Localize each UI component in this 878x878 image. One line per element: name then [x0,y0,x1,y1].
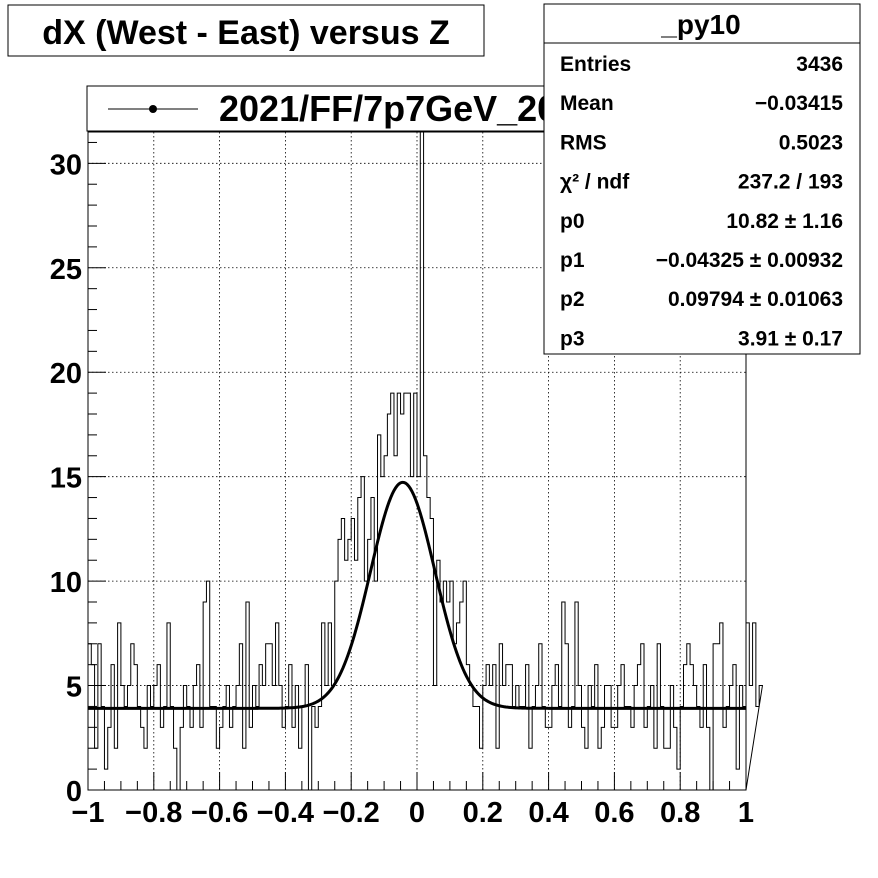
fit-curve [88,480,746,710]
legend-frame [86,85,614,132]
x-tick-label: −0.6 [191,797,248,829]
y-tick-label: 15 [50,463,82,495]
legend-marker [149,105,157,113]
stats-row-value: 3436 [796,53,843,76]
y-tick-label: 20 [50,358,82,390]
histogram-outline [87,131,764,791]
legend-box: 2021/FF/7p7GeV_2021 [86,85,614,132]
x-tick-label: 1 [738,797,754,829]
x-tick-label: 0.8 [660,797,700,829]
stats-frame [543,3,861,355]
stats-row-value: 0.09794 ± 0.01063 [668,288,843,311]
stats-row-label: p0 [560,210,585,233]
title-box: dX (West - East) versus Z [7,4,485,57]
stats-rows: Entries 3436 Mean −0.03415 RMS 0.5023 χ² / ndf… [560,53,843,350]
x-tick-label: −1 [71,797,104,829]
y-tick-label: 5 [66,672,82,704]
chart-title: dX (West - East) versus Z [42,14,450,52]
x-tick-label: 0.4 [528,797,568,829]
stats-row-value: 3.91 ± 0.17 [738,327,843,350]
y-axis-tick-labels: 0 5 10 15 20 25 30 [50,149,82,808]
x-tick-label: 0 [409,797,425,829]
y-axis-ticks [88,141,106,791]
stats-row-value: 237.2 / 193 [738,171,843,194]
x-tick-label: −0.8 [125,797,182,829]
stats-row-value: 0.5023 [779,131,843,154]
stats-row-label: Mean [560,92,614,115]
y-tick-label: 0 [66,776,82,808]
stats-row-label: RMS [560,131,607,154]
x-tick-label: 0.2 [463,797,503,829]
y-tick-label: 25 [50,254,82,286]
x-tick-label: −0.2 [323,797,380,829]
x-tick-label: −0.4 [257,797,314,829]
y-tick-label: 30 [50,149,82,181]
stats-row-label: p3 [560,327,585,350]
stats-row-label: p1 [560,249,585,272]
x-axis-ticks [87,772,747,790]
stats-row-value: −0.04325 ± 0.00932 [656,249,843,272]
stats-name: _py10 [660,9,740,40]
stats-row-label: χ² / ndf [560,171,630,194]
stats-row-value: 10.82 ± 1.16 [726,210,843,233]
title-frame [7,4,485,57]
legend-label: 2021/FF/7p7GeV_2021 [219,88,597,129]
stats-row-label: p2 [560,288,585,311]
x-axis-tick-labels: −1 −0.8 −0.6 −0.4 −0.2 0 0.2 0.4 0.6 0.8 1 [71,797,754,829]
fit-curve-group [88,480,746,710]
stats-row-value: −0.03415 [755,92,843,115]
histogram-bars [87,131,764,791]
x-tick-label: 0.6 [594,797,634,829]
y-tick-label: 10 [50,567,82,599]
stats-box: _py10 Entries 3436 Mean −0.03415 RMS 0.5023 χ²… [543,3,861,355]
stats-row-label: Entries [560,53,631,76]
